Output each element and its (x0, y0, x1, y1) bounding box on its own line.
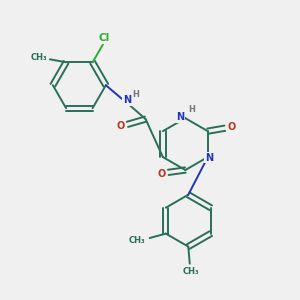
Text: CH₃: CH₃ (30, 53, 47, 62)
Text: H: H (133, 90, 140, 99)
Text: CH₃: CH₃ (183, 266, 200, 275)
Text: N: N (205, 153, 213, 163)
Text: O: O (158, 169, 166, 178)
Text: N: N (123, 95, 131, 105)
Text: O: O (117, 121, 125, 131)
Text: N: N (176, 112, 184, 122)
Text: H: H (188, 106, 195, 115)
Text: Cl: Cl (99, 33, 110, 43)
Text: CH₃: CH₃ (129, 236, 146, 245)
Text: O: O (227, 122, 236, 132)
